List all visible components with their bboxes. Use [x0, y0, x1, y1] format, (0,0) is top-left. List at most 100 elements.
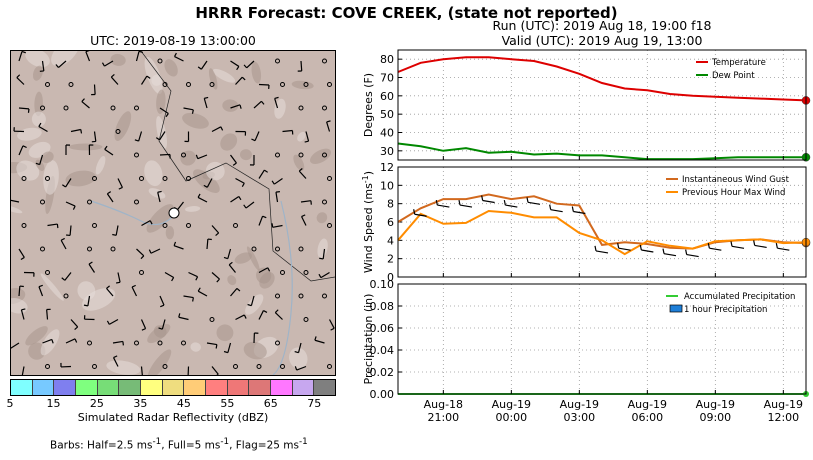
- wind-barb-feather: [260, 100, 265, 105]
- wind-barb: [85, 51, 91, 62]
- wind-barb: [65, 338, 76, 344]
- legend-label: 1 hour Precipitation: [684, 305, 767, 315]
- wind-barb-feather: [141, 328, 146, 331]
- wind-barb: [150, 248, 161, 254]
- terrain-patch: [32, 65, 43, 81]
- wind-barb: [58, 60, 67, 69]
- wind-barb: [93, 84, 96, 95]
- wind-barb: [314, 339, 325, 344]
- valid-line: Valid (UTC): 2019 Aug 19, 13:00: [501, 33, 703, 48]
- calm-wind-marker: [251, 246, 257, 252]
- colorbar-segment: [292, 380, 315, 395]
- wind-barb-feather: [101, 62, 105, 67]
- calm-wind-marker: [63, 105, 69, 111]
- terrain-patch: [51, 51, 80, 67]
- wind-barb: [272, 224, 283, 228]
- series-line: [397, 209, 807, 256]
- calm-wind-marker: [139, 270, 144, 275]
- wind-barb: [110, 76, 119, 85]
- wind-barb-feather: [60, 237, 65, 241]
- calm-wind-marker: [275, 58, 280, 64]
- wind-barb: [70, 128, 81, 133]
- x-tick-label: Aug-18: [424, 398, 463, 411]
- wind-barb-feather: [131, 284, 136, 288]
- colorbar-segment: [162, 380, 185, 395]
- calm-wind-marker: [322, 58, 327, 64]
- calm-wind-marker: [209, 82, 215, 87]
- radar-map[interactable]: [10, 50, 336, 376]
- terrain-patch: [234, 252, 252, 264]
- wind-barb: [11, 199, 20, 203]
- wind-barb-feather: [195, 276, 199, 281]
- legend-label: Temperature: [711, 58, 766, 68]
- wind-barb-feather: [617, 243, 620, 249]
- colorbar-tick-label: 25: [89, 397, 104, 410]
- wind-barb: [663, 253, 677, 257]
- wind-barb-feather: [263, 310, 268, 313]
- wind-barb: [176, 201, 184, 211]
- colorbar-segment: [97, 380, 120, 395]
- wind-barb: [230, 60, 240, 67]
- terrain-patch: [106, 360, 141, 375]
- wind-barb: [230, 287, 238, 297]
- legend: Instantaneous Wind Gust Previous Hour Max…: [666, 175, 790, 198]
- wind-barb-feather: [178, 313, 181, 318]
- wind-barb-feather: [21, 51, 26, 54]
- barb-note-sup: -1: [220, 437, 230, 447]
- calm-wind-marker: [327, 82, 332, 87]
- calm-wind-marker: [327, 176, 332, 181]
- calm-wind-marker: [92, 176, 97, 181]
- calm-wind-marker: [186, 82, 191, 87]
- y-tick-label: 4: [387, 234, 394, 247]
- wind-barb-feather: [216, 278, 220, 283]
- wind-barb: [18, 285, 21, 297]
- run-line: Run (UTC): 2019 Aug 18, 19:00 f18: [492, 18, 712, 33]
- colorbar-segment: [206, 380, 228, 395]
- run-info: Run (UTC): 2019 Aug 18, 19:00 f18 Valid …: [398, 18, 806, 48]
- terrain-patch: [156, 89, 166, 114]
- y-tick-label: 30: [380, 145, 394, 158]
- chart-panel-2: 0 2 4 6 8 10 12 Wind Speed (ms-1) Instantaneous …: [361, 161, 811, 284]
- wind-barb-feather: [106, 320, 110, 325]
- wind-barb-feather: [192, 297, 194, 302]
- wind-barb-feather: [61, 184, 66, 188]
- wind-barb-feather: [239, 104, 242, 109]
- wind-barb: [527, 201, 541, 205]
- wind-barb: [60, 239, 67, 250]
- wind-barb-feather: [775, 243, 778, 249]
- terrain-patch: [165, 225, 175, 240]
- terrain-patch: [212, 68, 236, 83]
- terrain-patch: [68, 143, 103, 151]
- calm-wind-marker: [298, 105, 304, 111]
- terrain-patch: [25, 51, 50, 68]
- calm-wind-marker: [275, 293, 280, 299]
- terrain-patch: [144, 56, 163, 94]
- wind-barb-feather: [730, 241, 733, 247]
- terrain-patch: [28, 342, 46, 360]
- calm-wind-marker: [134, 152, 139, 158]
- wind-barb-feather: [110, 74, 115, 78]
- y-axis-label-sup: -1: [361, 175, 370, 183]
- wind-barb-feather: [294, 366, 298, 371]
- wind-barb-feather: [243, 314, 247, 319]
- wind-barb-feather: [174, 52, 177, 57]
- terrain-patch: [246, 246, 260, 271]
- wind-barb: [108, 318, 119, 325]
- wind-barb: [300, 200, 311, 203]
- wind-barb-feather: [215, 344, 218, 349]
- y-axis-label-close: ): [362, 171, 375, 175]
- terrain-patch: [180, 150, 196, 166]
- wind-barb: [131, 286, 138, 297]
- x-tick-label: Aug-19: [696, 398, 735, 411]
- wind-barb: [230, 104, 241, 109]
- wind-barb-feather: [134, 139, 139, 142]
- wind-barb-feather: [149, 220, 153, 225]
- calm-wind-marker: [327, 223, 332, 228]
- wind-barb: [197, 196, 208, 203]
- calm-wind-marker: [139, 176, 144, 181]
- terrain-patch: [227, 275, 237, 286]
- colorbar-tick-label: 65: [263, 397, 278, 410]
- wind-barb-feather: [274, 309, 279, 313]
- wind-barb: [206, 238, 209, 250]
- wind-barb: [258, 310, 264, 320]
